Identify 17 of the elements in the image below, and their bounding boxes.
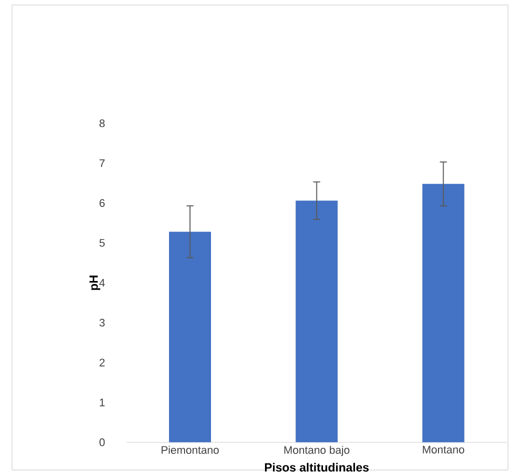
y-tick-label: 5 [99,239,105,247]
y-tick-label: 6 [100,199,105,207]
y-tick-label: 4 [99,279,105,287]
y-tick-label: 8 [100,119,105,128]
bar [169,232,212,442]
bar [296,200,338,442]
y-tick-label: 0 [99,438,105,446]
y-tick-label: 3 [99,318,105,327]
x-tick-label: Montano [422,446,464,454]
x-axis-title: Pisos altitudinales [264,462,369,472]
x-tick-label: Montano bajo [284,446,350,456]
y-axis-title: pH [90,276,100,290]
bar [422,184,464,442]
y-tick-label: 2 [100,358,105,366]
y-tick-label: 7 [100,159,105,167]
x-tick-label: Piemontano [162,446,219,454]
y-tick-label: 1 [100,398,105,406]
